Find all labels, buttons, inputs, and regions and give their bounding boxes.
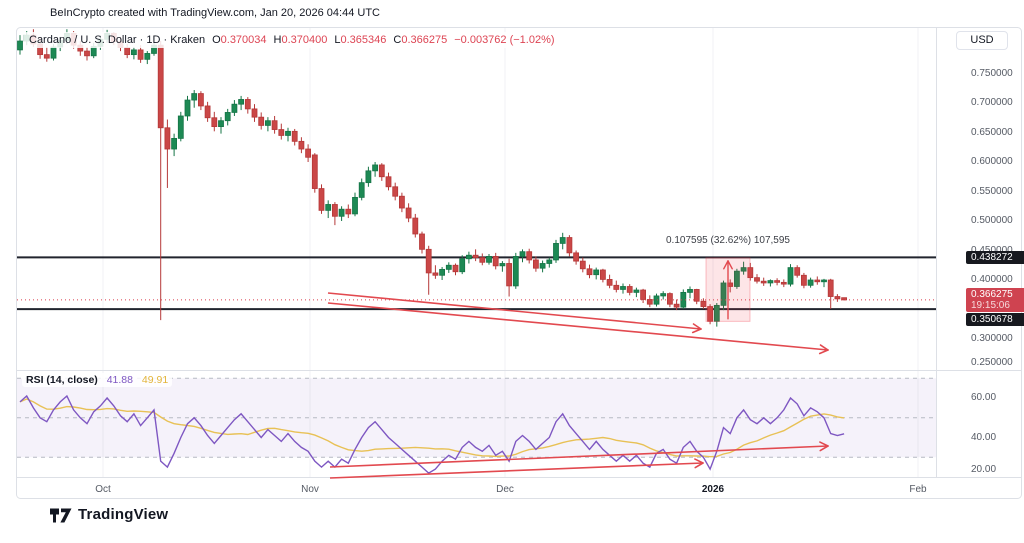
ohlc-high-value: 0.370400 [281, 34, 328, 46]
time-tick-label: Feb [909, 484, 927, 495]
rsi-title: RSI (14, close) [26, 374, 98, 386]
price-tick-label: 0.650000 [971, 126, 1013, 138]
tradingview-logo[interactable]: TradingView [50, 506, 168, 523]
last-price-value: 0.366275 [971, 289, 1013, 300]
ohlc-high-label: H [273, 34, 282, 46]
ohlc-low-label: L [334, 34, 341, 46]
currency-toggle-button[interactable]: USD [956, 31, 1008, 50]
price-tick-label: 0.500000 [971, 215, 1013, 226]
symbol-title[interactable]: Cardano / U. S. Dollar · 1D · Kraken [29, 34, 206, 46]
price-range-measurement-label: 0.107595 (32.62%) 107,595 [666, 235, 790, 246]
rsi-legend[interactable]: RSI (14, close) 41.88 49.91 [22, 373, 173, 387]
price-tick-label: 0.550000 [971, 185, 1013, 197]
rsi-value: 41.88 [106, 374, 133, 386]
rsi-tick-label: 40.00 [971, 431, 997, 443]
ohlc-open-label: O [212, 34, 221, 46]
price-tick-label: 0.400000 [971, 274, 1013, 285]
lower-level-price-label: 0.350678 [966, 313, 1024, 326]
upper-level-price-label: 0.438272 [966, 251, 1024, 264]
bar-countdown: 19:15:06 [971, 300, 1010, 311]
price-tick-label: 0.250000 [971, 357, 1013, 368]
rsi-ma-value: 49.91 [141, 374, 169, 386]
symbol-legend[interactable]: Cardano / U. S. Dollar · 1D · Kraken O0.3… [24, 32, 560, 48]
price-tick-label: 0.300000 [971, 333, 1013, 344]
change-value: −0.003762 (−1.02%) [454, 34, 555, 46]
tradingview-logo-icon [50, 508, 72, 522]
time-tick-label: Nov [301, 484, 319, 495]
time-tick-label: 2026 [701, 484, 725, 495]
time-tick-label: Oct [95, 484, 111, 495]
price-tick-label: 0.700000 [971, 97, 1013, 108]
price-tick-label: 0.600000 [971, 156, 1013, 167]
ohlc-close-value: 0.366275 [401, 34, 448, 46]
price-tick-label: 0.750000 [971, 67, 1013, 79]
attribution-text: BeInCrypto created with TradingView.com,… [50, 7, 380, 19]
ohlc-open-value: 0.370034 [220, 34, 267, 46]
last-price-label: 0.366275 19:15:06 [966, 288, 1024, 312]
rsi-tick-label: 20.00 [971, 464, 997, 475]
price-tick-label: 0.450000 [971, 244, 1013, 256]
ohlc-close-label: C [393, 34, 402, 46]
tradingview-logo-text: TradingView [78, 506, 169, 523]
time-tick-label: Dec [496, 484, 514, 495]
ohlc-low-value: 0.365346 [340, 34, 387, 46]
rsi-tick-label: 60.00 [971, 392, 997, 403]
